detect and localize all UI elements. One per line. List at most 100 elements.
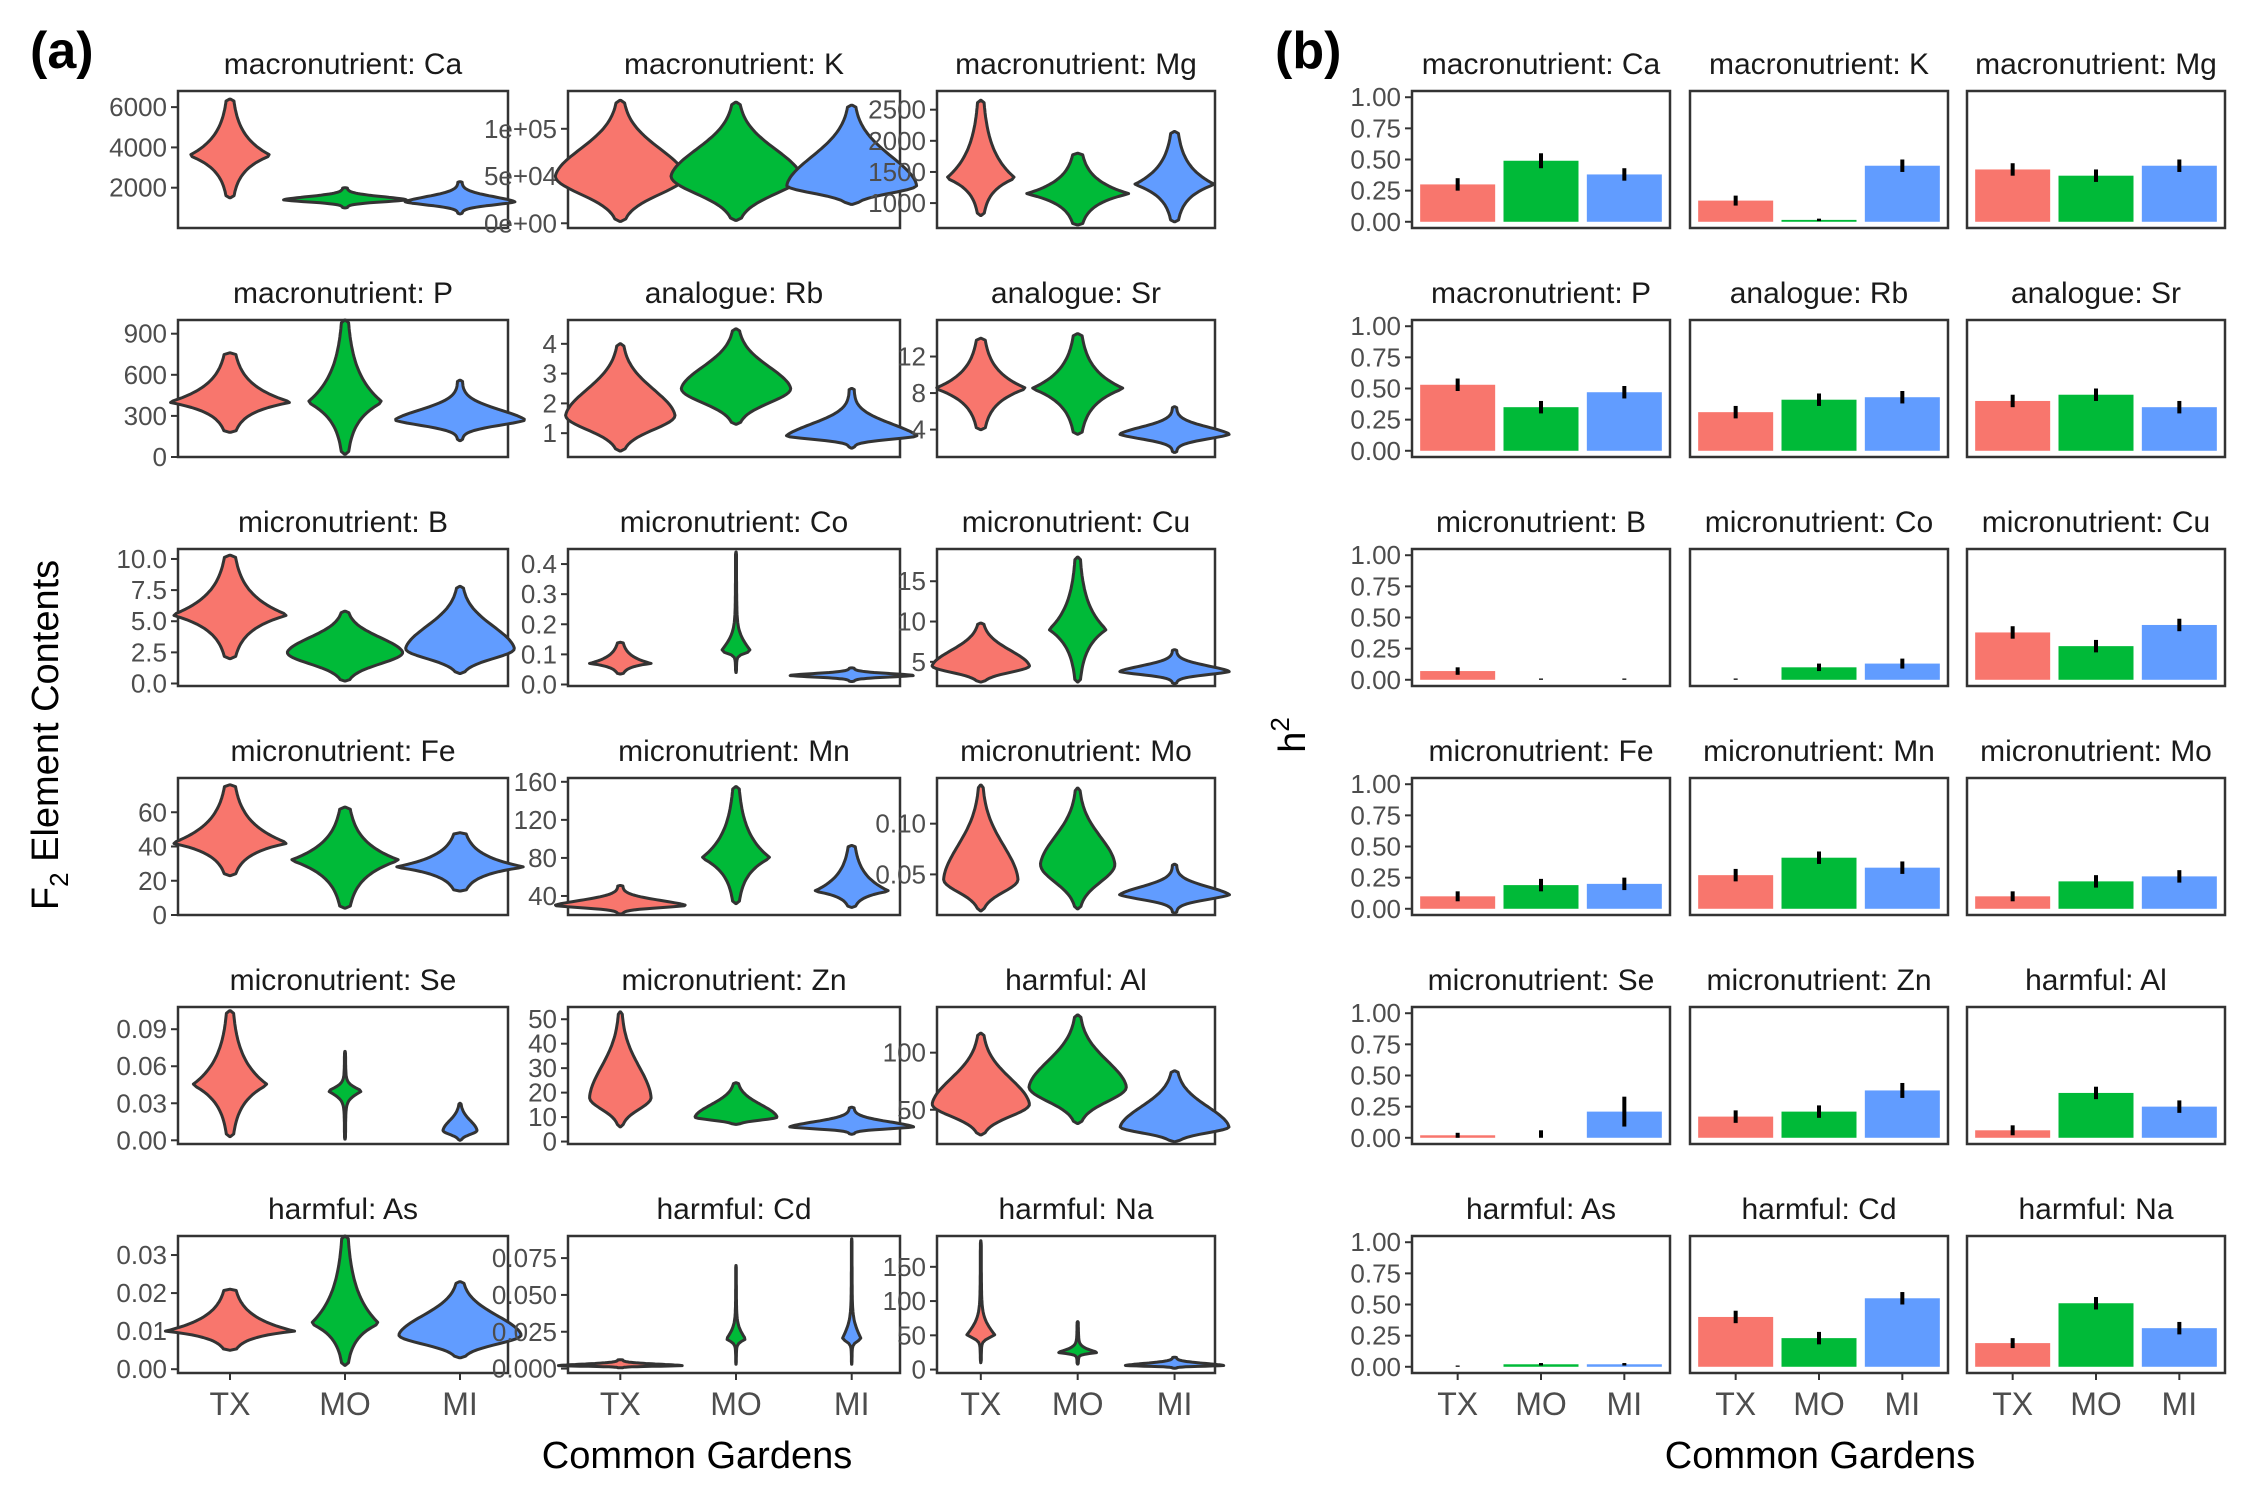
- bar-tx: [1698, 200, 1774, 222]
- facet-title: micronutrient: Se: [1428, 964, 1655, 997]
- y-tick-label: 0.75: [1350, 342, 1401, 372]
- facet-harmful-cd: harmful: Cd 0.000 0.025 0.050 0.075 TX MO MI: [492, 1193, 902, 1422]
- bar-mi: [1586, 1364, 1662, 1367]
- bar-mi: [2141, 1328, 2217, 1367]
- y-tick-label: 0.10: [875, 809, 926, 839]
- panel-label-b: (b): [1275, 22, 1341, 80]
- y-tick-label: 0.50: [1350, 1290, 1401, 1320]
- facet-title: micronutrient: Co: [1705, 506, 1933, 539]
- plot-frame: [1410, 1234, 1672, 1375]
- bar-tx: [1975, 400, 2051, 451]
- bar-mo: [1503, 160, 1579, 222]
- bar-mo: [1781, 399, 1857, 451]
- y-tick-label: 0.2: [521, 609, 557, 639]
- y-tick-label: 1.00: [1350, 998, 1401, 1028]
- x-tick-label: MO: [1515, 1386, 1567, 1422]
- violin-mi: [1123, 1355, 1226, 1370]
- y-tick-label: 0.00: [116, 1125, 167, 1155]
- bar-mo: [1503, 1364, 1579, 1367]
- bar-facet-harmful-al: harmful: Al: [1965, 964, 2227, 1146]
- violin-mi: [841, 1237, 863, 1366]
- bar-facet-analogue-sr: analogue: Sr: [1965, 277, 2227, 459]
- facet-title: micronutrient: Mn: [618, 735, 850, 768]
- y-tick-label: 0.75: [1350, 1029, 1401, 1059]
- y-tick-label: 0: [153, 900, 167, 930]
- facet-title: micronutrient: Cu: [1982, 506, 2210, 539]
- bar-facet-micronutrient-cu: micronutrient: Cu: [1965, 506, 2227, 688]
- bar-mo: [1503, 885, 1579, 909]
- bar-mo: [2058, 394, 2134, 451]
- x-tick-label: MI: [2162, 1386, 2198, 1422]
- y-tick-label: 0.000: [492, 1354, 557, 1384]
- plot-frame: [1688, 1005, 1950, 1146]
- bar-tx: [1975, 896, 2051, 909]
- plot-frame: [1965, 1005, 2227, 1146]
- y-tick-label: 0.09: [116, 1014, 167, 1044]
- bar-facet-harmful-as: harmful: As 0.000.250.500.751.00 TX MO MI: [1350, 1193, 1672, 1422]
- bar-facet-macronutrient-k: macronutrient: K: [1688, 48, 1950, 230]
- bar-facet-micronutrient-co: micronutrient: Co: [1688, 506, 1950, 688]
- violin-mi: [441, 1101, 479, 1142]
- facet-macronutrient-k: macronutrient: K 0e+00 5e+04 1e+05: [484, 48, 919, 238]
- y-tick-label: 7.5: [131, 575, 167, 605]
- x-tick-label: TX: [210, 1386, 251, 1422]
- y-tick-label: 0.06: [116, 1051, 167, 1081]
- violin-mo: [290, 805, 400, 910]
- violin-mi: [1118, 862, 1231, 915]
- x-tick-label: TX: [600, 1386, 641, 1422]
- y-tick-label: 0.3: [521, 579, 557, 609]
- violin-mo: [1027, 1013, 1128, 1125]
- violin-tx: [554, 884, 687, 916]
- y-tick-label: 0.00: [1350, 665, 1401, 695]
- facet-title: micronutrient: Fe: [1428, 735, 1653, 768]
- violin-tx: [556, 1358, 684, 1370]
- facet-harmful-as: harmful: As 0.00 0.01 0.02 0.03 TX MO MI: [116, 1193, 523, 1422]
- violin-mo: [1048, 555, 1108, 684]
- facet-title: analogue: Sr: [991, 277, 1161, 310]
- facet-title: micronutrient: Mo: [1980, 735, 2212, 768]
- plot-frame: [935, 89, 1217, 230]
- y-tick-label: 1.00: [1350, 769, 1401, 799]
- violin-tx: [191, 1009, 269, 1139]
- y-tick-label: 160: [514, 767, 557, 797]
- facet-title: macronutrient: Ca: [1422, 48, 1661, 81]
- y-tick-label: 0.25: [1350, 863, 1401, 893]
- bar-mi: [2141, 624, 2217, 680]
- bar-mo: [2058, 1303, 2134, 1367]
- y-tick-label: 0.02: [116, 1278, 167, 1308]
- plot-frame: [935, 1005, 1217, 1146]
- y-tick-label: 1: [543, 418, 557, 448]
- facet-title: harmful: Na: [2018, 1193, 2173, 1226]
- violin-tx: [946, 98, 1016, 217]
- y-tick-label: 0.4: [521, 549, 557, 579]
- facet-title: micronutrient: Cu: [962, 506, 1190, 539]
- violin-mi: [813, 844, 890, 909]
- facet-title: micronutrient: Zn: [621, 964, 846, 997]
- y-tick-label: 0.25: [1350, 1092, 1401, 1122]
- y-tick-label: 300: [124, 401, 167, 431]
- facet-title: analogue: Rb: [1730, 277, 1908, 310]
- violin-tx: [588, 1010, 653, 1129]
- facet-harmful-al: harmful: Al 50 100: [883, 964, 1231, 1146]
- y-tick-label: 5.0: [131, 606, 167, 636]
- bar-mi: [2141, 407, 2217, 451]
- violin-mi: [1118, 648, 1231, 686]
- violin-tx: [169, 351, 291, 434]
- plot-frame: [1688, 318, 1950, 459]
- y-tick-label: 2000: [868, 126, 926, 156]
- bar-mi: [2141, 165, 2217, 222]
- plot-frame: [935, 776, 1217, 917]
- plot-frame: [1410, 547, 1672, 688]
- y-tick-label: 4: [912, 415, 926, 445]
- y-tick-label: 1500: [868, 157, 926, 187]
- x-tick-label: MI: [1607, 1386, 1643, 1422]
- facet-title: macronutrient: Ca: [224, 48, 463, 81]
- violin-mi: [397, 1280, 523, 1360]
- y-tick-label: 0.05: [875, 859, 926, 889]
- x-tick-label: MO: [319, 1386, 371, 1422]
- x-tick-label: MI: [442, 1386, 478, 1422]
- y-tick-label: 0.075: [492, 1243, 557, 1273]
- plot-frame: [566, 318, 902, 459]
- x-tick-label: TX: [1715, 1386, 1756, 1422]
